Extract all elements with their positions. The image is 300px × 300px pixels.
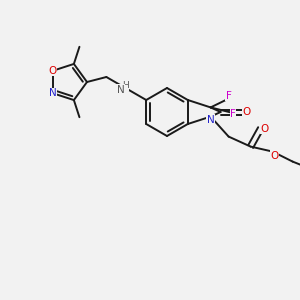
Text: F: F <box>226 91 232 100</box>
Text: F: F <box>230 109 236 119</box>
Text: N: N <box>49 88 56 98</box>
Text: N: N <box>207 115 214 124</box>
Text: O: O <box>260 124 269 134</box>
Text: O: O <box>271 151 279 160</box>
Text: H: H <box>122 82 129 91</box>
Text: N: N <box>117 85 124 95</box>
Text: O: O <box>49 66 57 76</box>
Text: O: O <box>242 107 251 117</box>
